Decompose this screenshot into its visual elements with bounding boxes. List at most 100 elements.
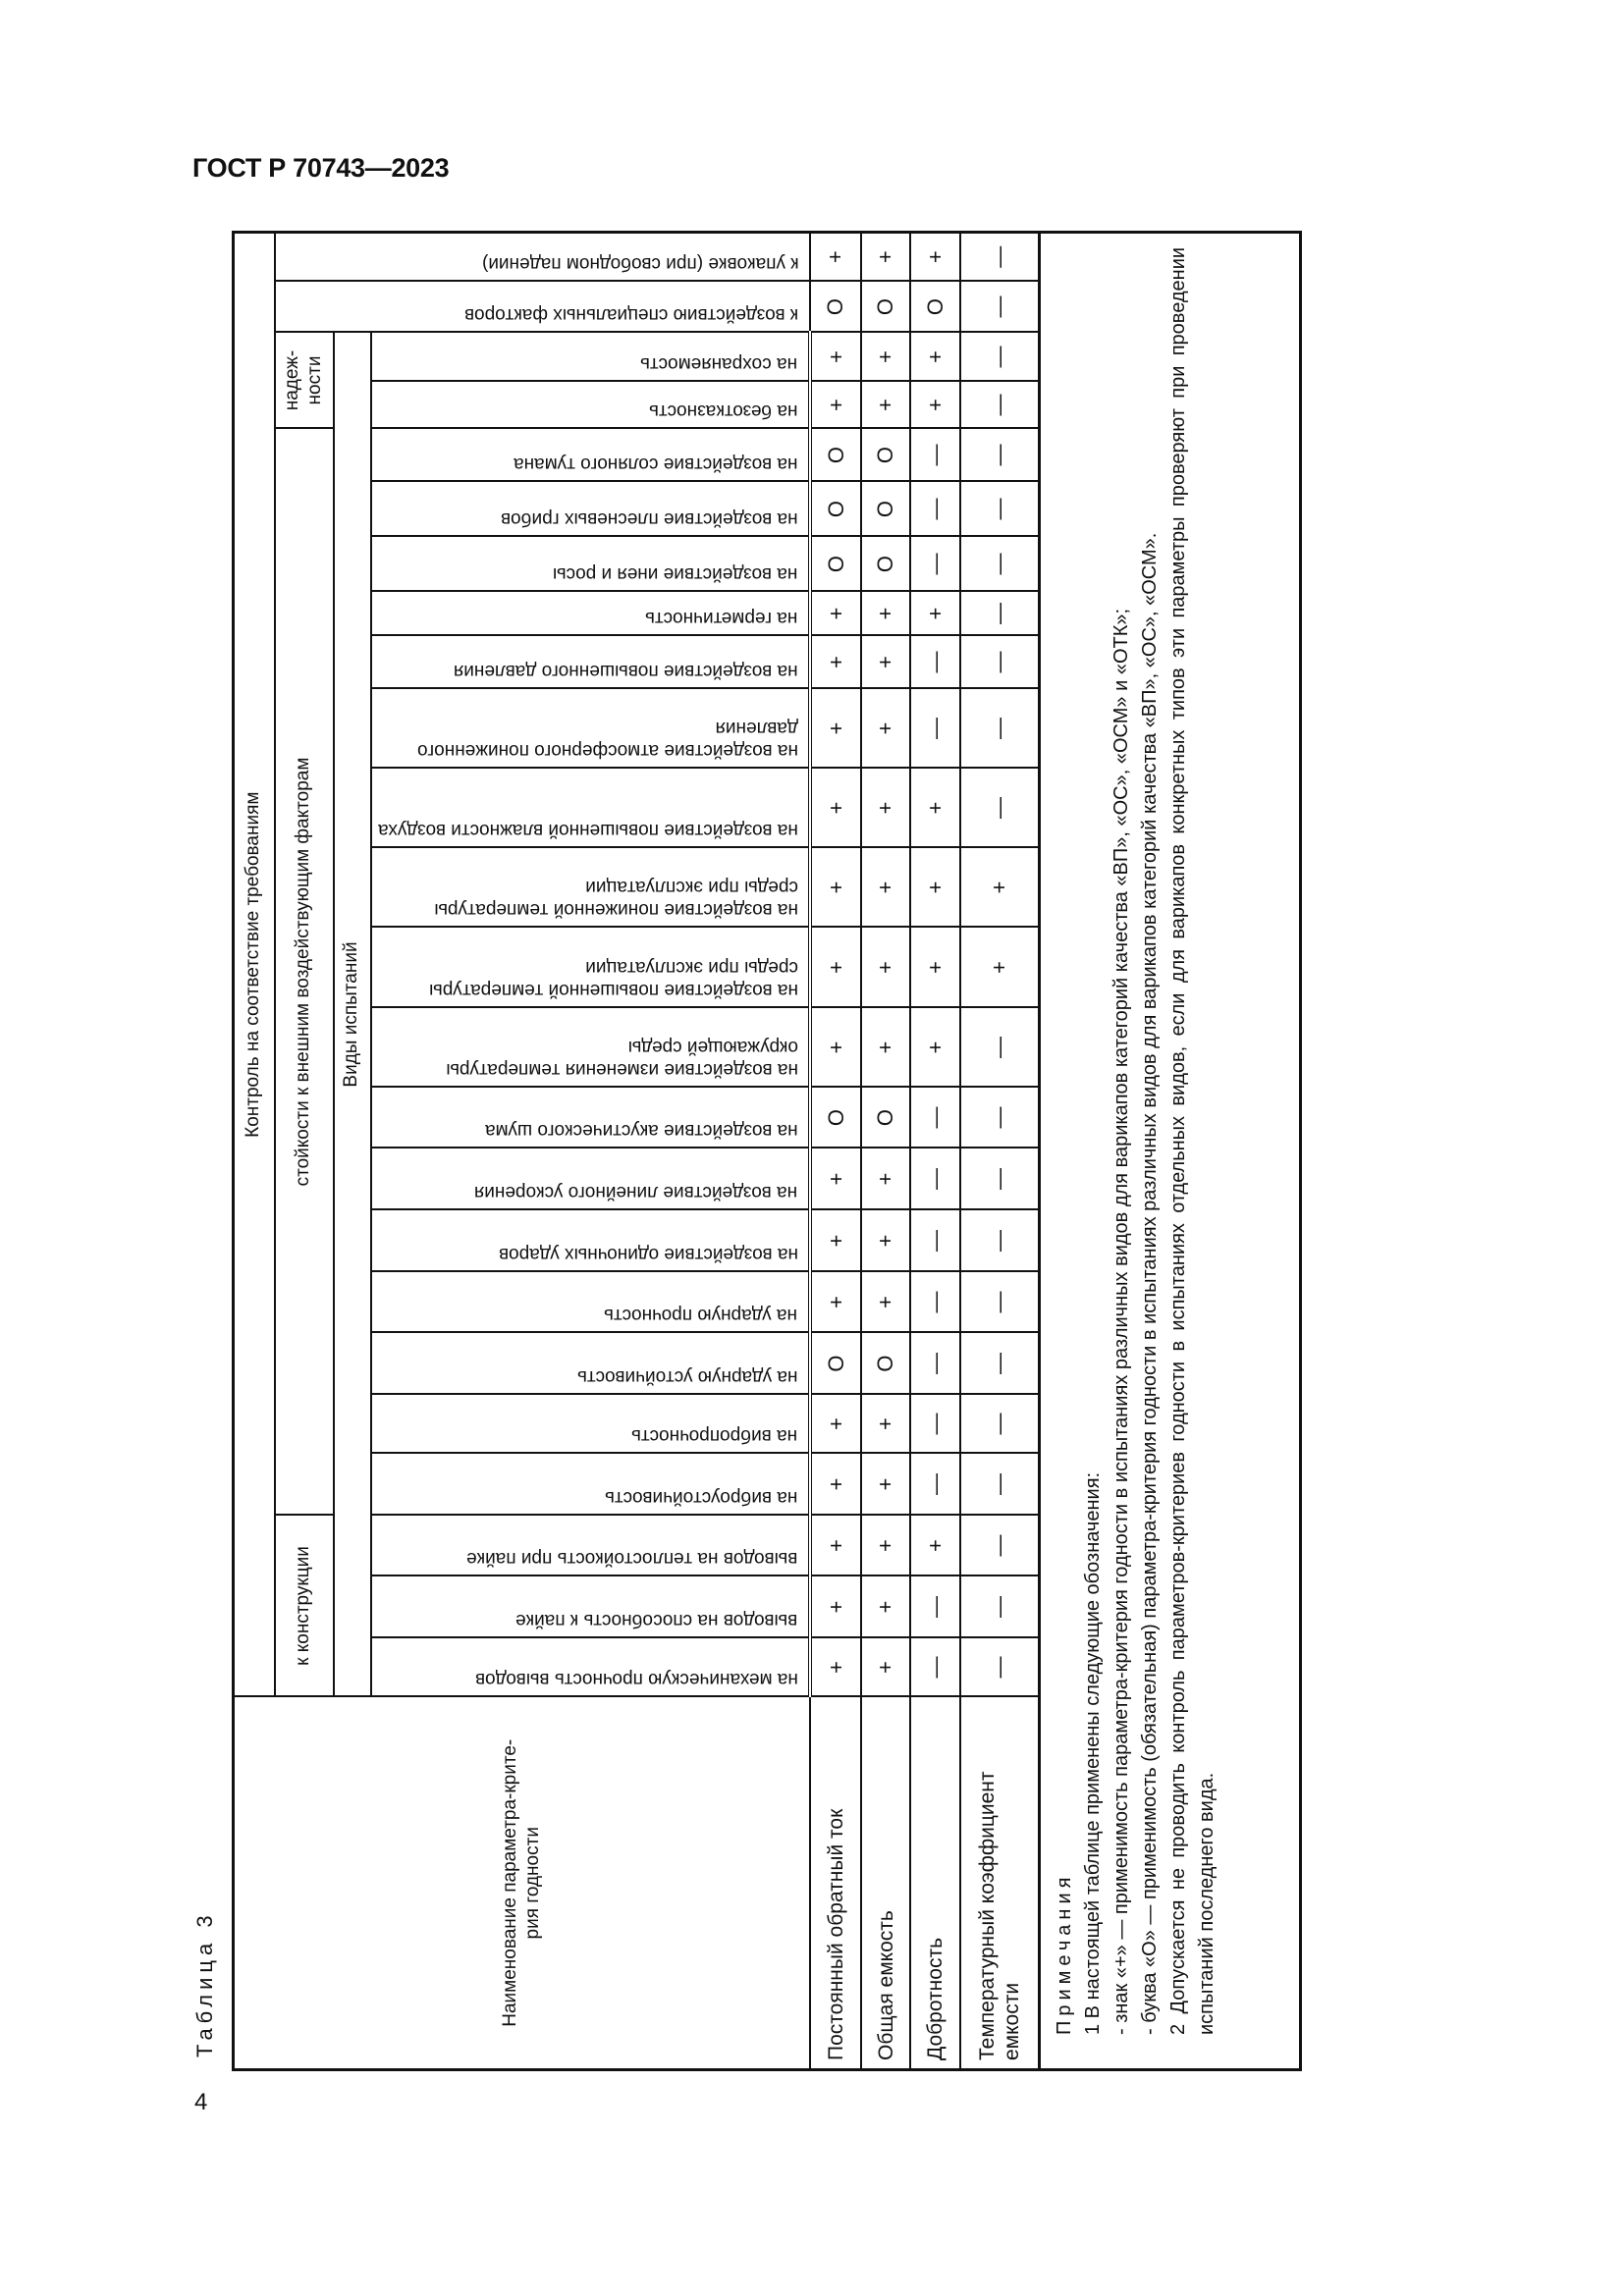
param-name: Постоянный обратный ток [810,1696,862,2070]
value-cell: O [810,1087,862,1148]
value-cell: + [861,1007,911,1088]
value-cell: + [861,1209,911,1272]
param-name: Температурный коэффициент емкости [960,1696,1040,2070]
value-cell: + [810,688,862,769]
value-cell: — [960,1148,1040,1210]
param-name: Добротность [910,1696,961,2070]
value-cell: + [960,847,1040,928]
value-cell: + [810,591,862,636]
test-header: на воздействие повышенного давления [370,635,811,689]
value-cell: + [960,927,1040,1008]
test-header: на воздействие акустического шума [370,1087,811,1148]
value-cell: + [861,591,911,636]
table-row: Постоянный обратный ток + + + + + O + + + O + + + + + + +… [810,232,862,2070]
value-cell: + [810,332,862,382]
group-construction-header: к конструкции [274,1515,334,1697]
value-cell: + [810,1007,862,1088]
value-cell: — [960,768,1040,848]
value-cell: — [910,635,961,689]
table-caption: Таблица 3 [192,1910,217,2057]
value-cell: + [810,1209,862,1272]
value-cell: — [910,688,961,769]
test-types-header: Виды испытаний [333,332,371,1697]
table-notes: Примечания 1 В настоящей таблице применен… [1039,232,1301,2070]
value-cell: — [910,1453,961,1516]
value-cell: O [861,281,911,333]
test-header: на воздействие повышенной температуры ср… [370,927,811,1008]
test-header: на ударную прочность [370,1271,811,1333]
value-cell: + [861,688,911,769]
test-header-special-factors: к воздействию специальных факторов [274,281,811,333]
value-cell: + [810,847,862,928]
value-cell: O [861,1332,911,1395]
test-header: выводов на способность к пайке [370,1575,811,1638]
value-cell: + [810,1515,862,1576]
test-header: на безотказность [370,381,811,429]
note-n1a: - знак «+» — применимость параметра-крит… [1110,608,1132,2035]
test-header: на вибропрочность [370,1394,811,1454]
value-cell: O [861,536,911,592]
value-cell: — [910,428,961,482]
table-row: Добротность — — + — — — — — — — + + + + — — + — — — + + O + [910,232,961,2070]
value-cell: — [910,1637,961,1697]
test-header: на воздействие атмосферного пониженного … [370,688,811,769]
param-name: Общая емкость [861,1696,911,2070]
value-cell: + [810,635,862,689]
value-cell: O [861,428,911,482]
value-cell: + [861,847,911,928]
value-cell: — [960,1637,1040,1697]
value-cell: O [810,481,862,537]
value-cell: — [960,591,1040,636]
value-cell: + [861,768,911,848]
value-cell: — [960,481,1040,537]
value-cell: + [861,332,911,382]
value-cell: + [910,1515,961,1576]
value-cell: + [910,232,961,282]
value-cell: — [960,1271,1040,1333]
value-cell: + [861,381,911,429]
value-cell: + [861,1515,911,1576]
value-cell: O [861,481,911,537]
value-cell: — [960,1209,1040,1272]
value-cell: O [810,281,862,333]
value-cell: — [960,381,1040,429]
value-cell: + [810,1148,862,1210]
value-cell: — [960,428,1040,482]
value-cell: + [910,1007,961,1088]
value-cell: + [861,1271,911,1333]
value-cell: O [810,1332,862,1395]
test-header: на воздействие соляного тумана [370,428,811,482]
value-cell: — [910,1148,961,1210]
value-cell: + [861,1637,911,1697]
value-cell: — [910,481,961,537]
group-main-header: Контроль на соответствие требованиям [233,232,275,1697]
note-n2: 2 Допускается не проводить контроль пара… [1166,246,1218,2035]
value-cell: + [910,381,961,429]
param-header: Наименование параметра-крите-рия годност… [233,1696,811,2070]
value-cell: + [810,1453,862,1516]
value-cell: + [910,591,961,636]
test-header: на воздействие инея и росы [370,536,811,592]
table-row: Общая емкость + + + + + O + + + O + + + + + + + O O O + + O + [861,232,911,2070]
value-cell: — [960,1515,1040,1576]
test-header: на виброустойчивость [370,1453,811,1516]
value-cell: — [910,1087,961,1148]
test-header-packaging: к упаковке (при свободном падении) [274,232,811,282]
value-cell: + [910,332,961,382]
page-number: 4 [194,2089,208,2115]
test-header: на воздействие повышенной влажности возд… [370,768,811,848]
note-n1: 1 В настоящей таблице применены следующи… [1081,1471,1104,2035]
value-cell: — [910,536,961,592]
value-cell: + [910,768,961,848]
value-cell: — [960,1394,1040,1454]
test-header: выводов на теплостойкость при пайке [370,1515,811,1576]
value-cell: O [810,428,862,482]
value-cell: + [861,1394,911,1454]
test-header: на механическую прочность выводов [370,1637,811,1697]
value-cell: — [960,1332,1040,1395]
value-cell: + [810,1271,862,1333]
value-cell: + [861,927,911,1008]
value-cell: + [810,381,862,429]
value-cell: + [810,1637,862,1697]
value-cell: + [810,232,862,282]
